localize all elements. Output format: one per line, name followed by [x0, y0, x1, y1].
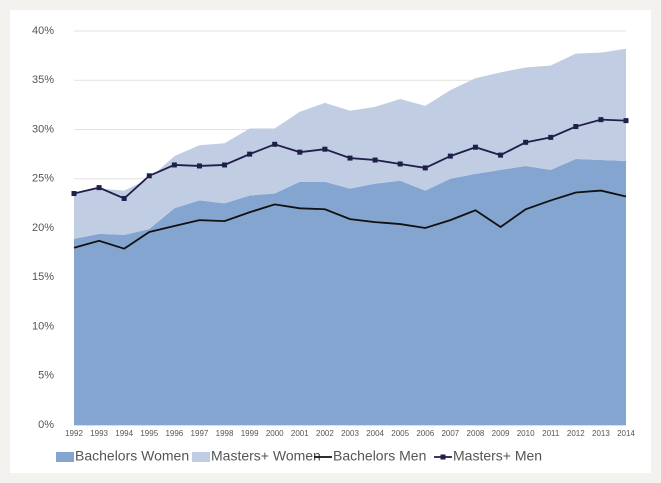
marker: [222, 162, 228, 168]
y-tick-label: 30%: [32, 123, 54, 135]
marker: [397, 161, 403, 167]
marker: [472, 144, 478, 150]
marker: [372, 157, 378, 163]
x-tick-label: 2009: [492, 429, 510, 438]
x-tick-label: 1992: [65, 429, 83, 438]
x-tick-label: 1999: [241, 429, 259, 438]
marker: [121, 195, 127, 201]
legend-label: Masters+ Men: [453, 448, 542, 464]
x-tick-label: 1997: [191, 429, 209, 438]
marker: [523, 139, 529, 145]
marker: [171, 162, 177, 168]
marker: [322, 146, 328, 152]
x-tick-label: 1996: [165, 429, 183, 438]
legend-label: Bachelors Women: [75, 448, 189, 464]
line: [73, 189, 627, 250]
x-tick-label: 2011: [542, 429, 560, 438]
x-tick-label: 2010: [517, 429, 535, 438]
marker: [247, 151, 253, 157]
legend-swatch: [56, 452, 74, 462]
legend-label: Bachelors Men: [333, 448, 426, 464]
x-tick-label: 2005: [391, 429, 409, 438]
x-tick-label: 2001: [291, 429, 309, 438]
x-tick-label: 2000: [266, 429, 284, 438]
area: [74, 159, 626, 426]
marker: [347, 155, 353, 161]
marker: [196, 163, 202, 169]
x-tick-label: 2003: [341, 429, 359, 438]
legend-label: Masters+ Women: [211, 448, 321, 464]
legend-swatch: [192, 452, 210, 462]
y-tick-label: 20%: [32, 222, 54, 234]
x-tick-label: 1995: [140, 429, 158, 438]
marker: [96, 185, 102, 191]
marker: [422, 165, 428, 171]
marker: [272, 141, 278, 147]
x-tick-label: 2004: [366, 429, 384, 438]
marker: [71, 191, 77, 197]
x-tick-label: 2012: [567, 429, 585, 438]
x-tick-label: 1993: [90, 429, 108, 438]
x-tick-label: 2006: [416, 429, 434, 438]
x-tick-label: 1998: [216, 429, 234, 438]
y-tick-label: 10%: [32, 320, 54, 332]
y-tick-label: 40%: [32, 25, 54, 37]
y-tick-label: 5%: [38, 370, 54, 382]
x-tick-label: 2013: [592, 429, 610, 438]
y-tick-label: 0%: [38, 419, 54, 431]
x-tick-label: 2002: [316, 429, 334, 438]
area: [74, 48, 626, 239]
marker: [146, 173, 152, 179]
marker: [498, 152, 504, 158]
marker: [548, 134, 554, 140]
x-tick-label: 2014: [617, 429, 635, 438]
y-tick-label: 35%: [32, 74, 54, 86]
legend-marker: [440, 454, 446, 460]
y-tick-label: 25%: [32, 173, 54, 185]
marker: [297, 149, 303, 155]
x-tick-label: 2007: [441, 429, 459, 438]
marker: [598, 117, 604, 123]
y-tick-label: 15%: [32, 271, 54, 283]
x-tick-label: 1994: [115, 429, 133, 438]
marker: [447, 153, 453, 159]
x-tick-label: 2008: [467, 429, 485, 438]
marker: [623, 118, 629, 124]
marker: [573, 124, 579, 130]
